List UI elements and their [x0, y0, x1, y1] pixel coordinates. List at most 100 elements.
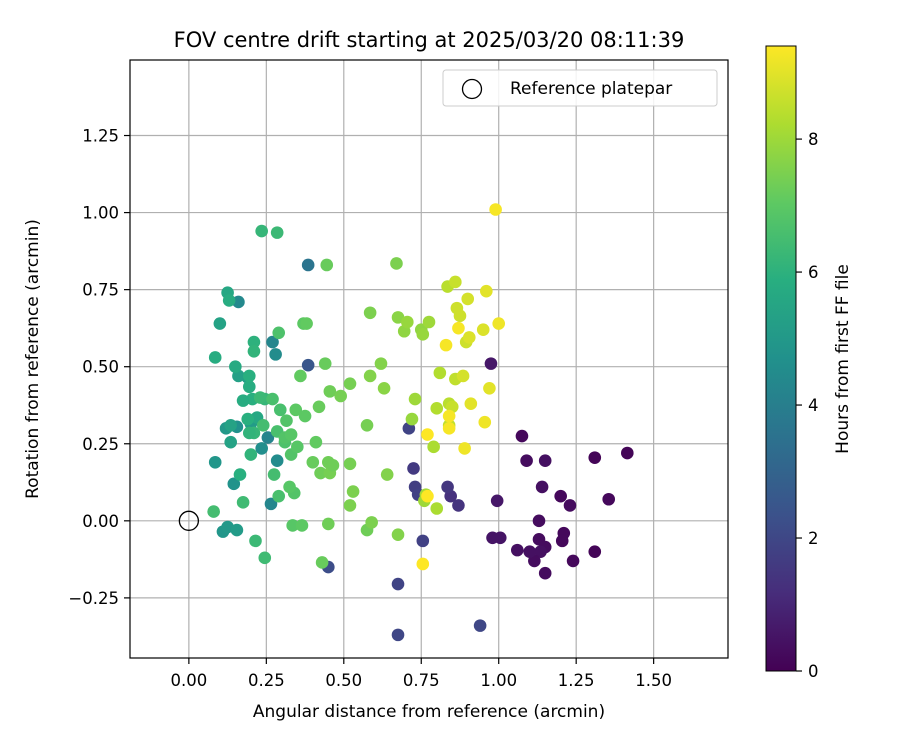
- data-point: [441, 480, 454, 494]
- y-tick-label: −0.25: [68, 589, 119, 608]
- data-point: [478, 415, 492, 429]
- data-point: [270, 226, 284, 239]
- data-point: [343, 377, 357, 390]
- data-point: [261, 431, 275, 444]
- data-point: [390, 257, 403, 270]
- data-point: [535, 480, 549, 494]
- colorbar-ticks: 0 2 4 6 8: [796, 130, 819, 681]
- data-point: [269, 348, 282, 361]
- data-point: [242, 380, 256, 394]
- x-tick-label: 1.25: [558, 671, 595, 690]
- colorbar-tick-label: 2: [808, 529, 819, 548]
- data-point: [312, 400, 326, 414]
- data-point: [520, 454, 533, 468]
- x-tick-label: 0.00: [170, 671, 207, 690]
- data-point: [247, 344, 261, 358]
- data-point: [256, 418, 270, 432]
- data-point: [452, 499, 465, 512]
- y-tick-label: 1.25: [82, 127, 119, 146]
- legend-box: [442, 69, 718, 107]
- data-point: [224, 418, 237, 432]
- data-point: [473, 619, 487, 632]
- data-point: [283, 480, 296, 494]
- x-tick-label: 0.25: [248, 671, 285, 690]
- data-point: [346, 485, 360, 498]
- reference-marker: [178, 510, 200, 531]
- data-point: [207, 505, 220, 518]
- data-point: [462, 331, 476, 344]
- data-point: [602, 492, 616, 506]
- data-point: [401, 315, 414, 329]
- data-points: [207, 203, 634, 642]
- data-point: [464, 397, 478, 410]
- data-point: [306, 455, 320, 469]
- x-axis-ticks: 0.00 0.25 0.50 0.75 1.00 1.25 1.50: [170, 658, 672, 690]
- data-point: [323, 385, 337, 398]
- data-point: [421, 428, 434, 441]
- data-point: [224, 435, 237, 449]
- data-point: [236, 394, 250, 407]
- data-point: [380, 468, 394, 481]
- data-point: [301, 258, 315, 272]
- legend-label: Reference platepar: [510, 79, 672, 99]
- data-point: [244, 448, 258, 461]
- data-point: [554, 489, 567, 503]
- data-point: [247, 335, 261, 349]
- data-point: [430, 402, 444, 415]
- data-point: [453, 309, 467, 323]
- data-point: [273, 403, 287, 417]
- data-point: [301, 358, 315, 372]
- data-point: [267, 468, 281, 481]
- data-point: [421, 489, 434, 503]
- data-point: [377, 381, 391, 395]
- data-point: [295, 519, 309, 532]
- data-point: [272, 489, 286, 503]
- y-tick-label: 0.00: [82, 512, 119, 531]
- y-tick-label: 0.75: [82, 281, 119, 300]
- data-point: [365, 516, 378, 529]
- data-point: [343, 457, 357, 471]
- data-point: [405, 412, 419, 426]
- data-point: [566, 554, 580, 568]
- data-point: [286, 519, 299, 532]
- data-point: [374, 357, 388, 370]
- x-tick-label: 0.75: [403, 671, 440, 690]
- data-point: [484, 357, 498, 370]
- data-point: [515, 429, 529, 443]
- legend: Reference platepar: [442, 69, 718, 107]
- y-tick-label: 0.25: [82, 435, 119, 454]
- data-point: [208, 455, 222, 469]
- data-point: [258, 551, 272, 565]
- colorbar-gradient: [765, 45, 797, 672]
- reference-platepar-marker: [178, 510, 200, 531]
- data-point: [315, 556, 329, 569]
- data-point: [511, 543, 524, 557]
- data-point: [483, 381, 496, 395]
- data-point: [427, 440, 440, 454]
- data-point: [266, 392, 279, 406]
- data-point: [255, 224, 268, 238]
- y-axis-label: Rotation from reference (arcmin): [23, 219, 43, 499]
- data-point: [280, 414, 293, 427]
- data-point: [490, 494, 504, 508]
- data-point: [486, 531, 499, 545]
- data-point: [241, 412, 255, 426]
- data-point: [208, 351, 222, 364]
- plot-frame: [129, 59, 729, 659]
- data-point: [391, 577, 405, 591]
- data-point: [480, 284, 493, 298]
- x-tick-label: 1.00: [480, 671, 517, 690]
- data-point: [449, 275, 462, 289]
- data-point: [538, 454, 552, 468]
- data-point: [532, 514, 546, 528]
- data-point: [442, 422, 456, 435]
- data-point: [363, 369, 377, 383]
- data-point: [555, 534, 569, 548]
- data-point: [266, 335, 279, 349]
- data-point: [408, 392, 422, 406]
- data-point: [229, 360, 242, 374]
- data-point: [236, 496, 250, 509]
- data-point: [242, 369, 256, 383]
- data-point: [416, 557, 430, 571]
